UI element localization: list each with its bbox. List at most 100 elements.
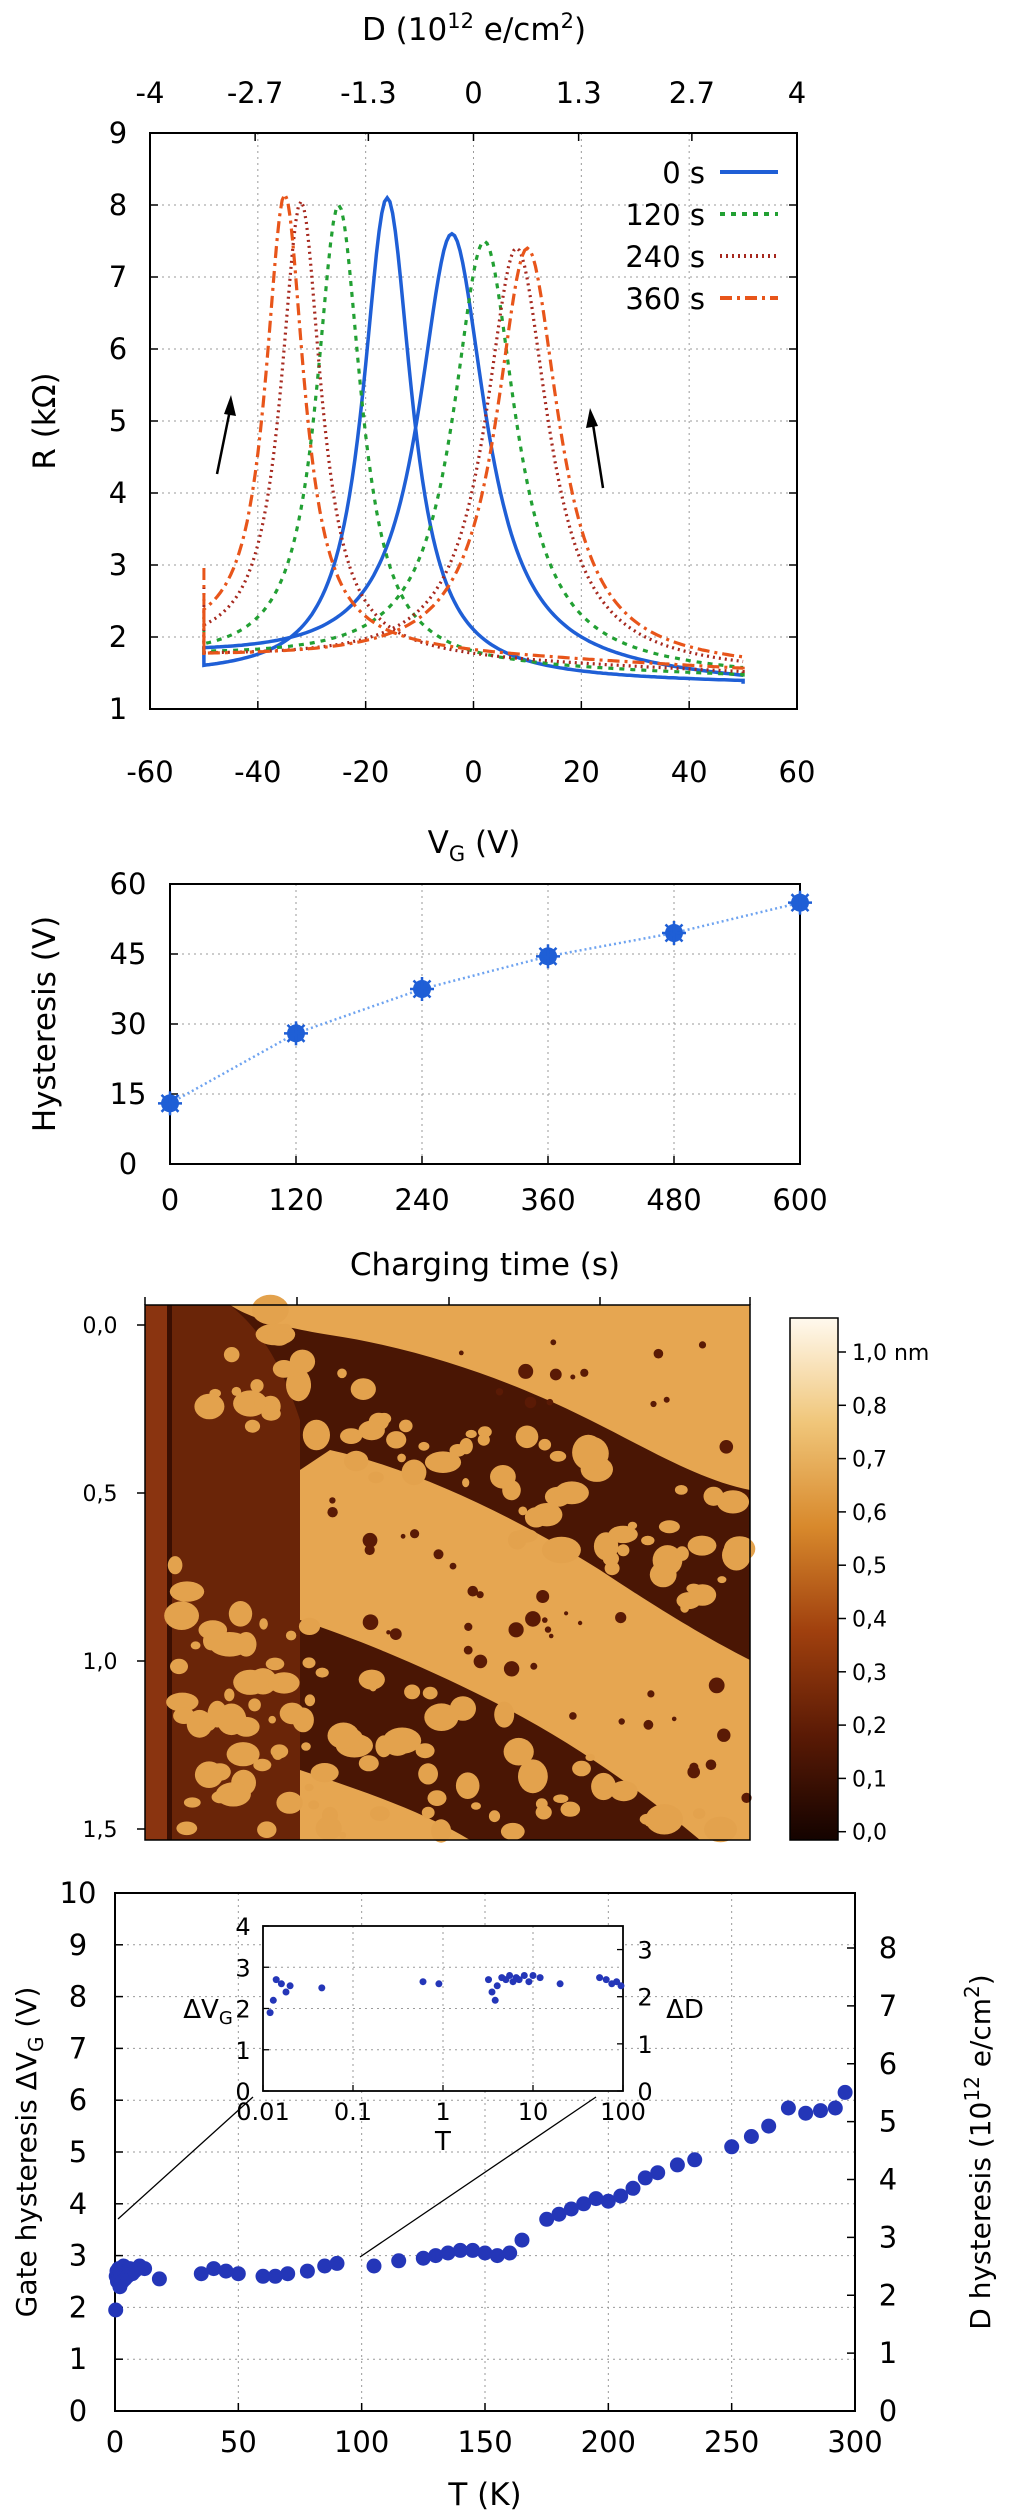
y2-tick-label-d: 8	[879, 1931, 897, 1965]
x-tick-label-a: -20	[342, 755, 389, 789]
x-tick-label-d: 0	[106, 2425, 124, 2459]
y-tick-label-d: 5	[69, 2135, 87, 2169]
afm-topography-image: 0,0 0,5 1,0 1,5 1,0 nm 0,8 0,7 0,6 0,5 0,4 0,3 0,2…	[83, 1294, 929, 1846]
data-point-d	[669, 2157, 685, 2173]
inset-data-point	[266, 2009, 274, 2017]
afm-y-tick-label: 1,5	[83, 1818, 118, 1843]
inset-data-point	[613, 1978, 621, 1986]
y-tick-label-d: 2	[69, 2290, 87, 2324]
y2-tick-label-d: 0	[879, 2394, 897, 2428]
top-tick-label-a: 1.3	[556, 76, 602, 110]
x-tick-label-d: 150	[457, 2425, 512, 2459]
afm-y-tick-label: 1,0	[83, 1650, 118, 1675]
y-tick-label-d: 1	[69, 2342, 87, 2376]
afm-y-tick-label: 0,5	[83, 1482, 118, 1507]
y2-tick-label-d: 3	[879, 2220, 897, 2254]
inset-connector-left	[117, 2096, 254, 2220]
x-tick-label-d: 200	[581, 2425, 636, 2459]
series-d	[108, 2084, 853, 2318]
y-tick-label-d: 8	[69, 1980, 87, 2014]
inset-x-tick-label: 0.1	[334, 2098, 372, 2126]
inset-x-tick-label: 100	[600, 2098, 646, 2126]
data-point-d	[255, 2268, 271, 2284]
data-point-d	[452, 2242, 468, 2258]
colorbar	[789, 1317, 839, 1841]
data-point-d	[650, 2165, 666, 2181]
y-axis-label-d: Gate hysteresis ΔVG (V)	[10, 1987, 48, 2318]
y2-tick-label-d: 4	[879, 2163, 897, 2197]
inset-data-point	[318, 1984, 326, 1992]
data-point-d	[299, 2263, 315, 2279]
inset-data-point	[602, 1976, 610, 1984]
inset-data-point	[515, 1976, 523, 1984]
x-tick-label-b: 0	[161, 1183, 179, 1217]
inset-series	[266, 1972, 625, 2017]
x-tick-label-b: 480	[646, 1183, 701, 1217]
y2-tick-label-d: 6	[879, 2047, 897, 2081]
data-point-d	[415, 2250, 431, 2266]
data-point-d	[780, 2100, 796, 2116]
y2-tick-label-d: 1	[879, 2336, 897, 2370]
colorbar-tick-label: 0,0	[852, 1821, 887, 1846]
inset-grid	[263, 1926, 623, 2091]
inset-data-point	[617, 1982, 625, 1990]
series-line-120s	[202, 201, 745, 677]
legend-label: 360 s	[625, 282, 705, 316]
data-point-d	[206, 2261, 222, 2277]
data-point-d	[576, 2196, 592, 2212]
y-axis-label-a: R (kΩ)	[27, 372, 63, 469]
x-tick-label-a: 20	[563, 755, 600, 789]
top-axis-label-a: D (1012 e/cm2)	[362, 9, 586, 48]
y-tick-label-b: 15	[110, 1077, 147, 1111]
legend-a: 0 s 120 s 240 s 360 s	[625, 156, 778, 316]
inset-data-point	[506, 1972, 514, 1979]
y-tick-label-b: 30	[110, 1007, 147, 1041]
x-tick-label-d: 100	[334, 2425, 389, 2459]
inset-x-tick-label: 1	[435, 2098, 450, 2126]
series-line-240s	[202, 197, 745, 674]
y-tick-label-d: 6	[69, 2083, 87, 2117]
hysteresis-vs-charging-time-chart: 0 120 240 360 480 600 0 15 30 45 60 Charging time …	[27, 867, 828, 1283]
top-tick-label-a: -1.3	[340, 76, 397, 110]
inset-data-point	[286, 1982, 294, 1990]
x-tick-label-b: 120	[268, 1183, 323, 1217]
inset-data-point	[282, 1988, 290, 1996]
y-tick-label-a: 3	[109, 548, 127, 582]
data-point-d	[514, 2232, 530, 2248]
x-tick-label-d: 50	[220, 2425, 257, 2459]
sweep-arrow-up-left	[215, 395, 236, 475]
y-tick-label-d: 4	[69, 2187, 87, 2221]
data-point-b	[284, 1021, 308, 1046]
data-point-d	[761, 2118, 777, 2134]
data-point-d	[137, 2261, 153, 2277]
data-point-d	[502, 2245, 518, 2261]
inset-data-point	[596, 1974, 604, 1982]
inset-data-point	[556, 1980, 564, 1988]
top-tick-label-a: 4	[788, 76, 806, 110]
x-tick-label-b: 240	[394, 1183, 449, 1217]
inset-y-tick-label: 1	[235, 2037, 250, 2065]
data-point-b	[158, 1091, 182, 1116]
data-point-d	[465, 2242, 481, 2258]
inset-data-point	[491, 1996, 499, 2004]
y2-tick-label-d: 2	[879, 2278, 897, 2312]
y-tick-label-a: 5	[109, 404, 127, 438]
top-tick-label-a: 0	[464, 76, 482, 110]
inset-data-point	[529, 1972, 537, 1979]
inset-y2-tick-label: 0	[637, 2078, 652, 2106]
inset-data-point	[525, 1978, 533, 1986]
data-point-d	[743, 2129, 759, 2144]
inset-data-point	[269, 1996, 277, 2004]
afm-height-map	[145, 1294, 756, 1843]
y-tick-label-a: 6	[109, 332, 127, 366]
colorbar-ticks: 1,0 nm 0,8 0,7 0,6 0,5 0,4 0,3 0,2 0,1 0,0	[838, 1341, 929, 1846]
data-point-d	[317, 2258, 333, 2274]
y-tick-label-b: 0	[119, 1147, 137, 1181]
data-point-d	[329, 2255, 345, 2271]
data-point-b	[536, 944, 560, 969]
colorbar-tick-label: 0,8	[852, 1394, 887, 1419]
series-a	[202, 190, 745, 684]
inset-data-point	[536, 1974, 544, 1982]
data-point-d	[230, 2266, 246, 2282]
